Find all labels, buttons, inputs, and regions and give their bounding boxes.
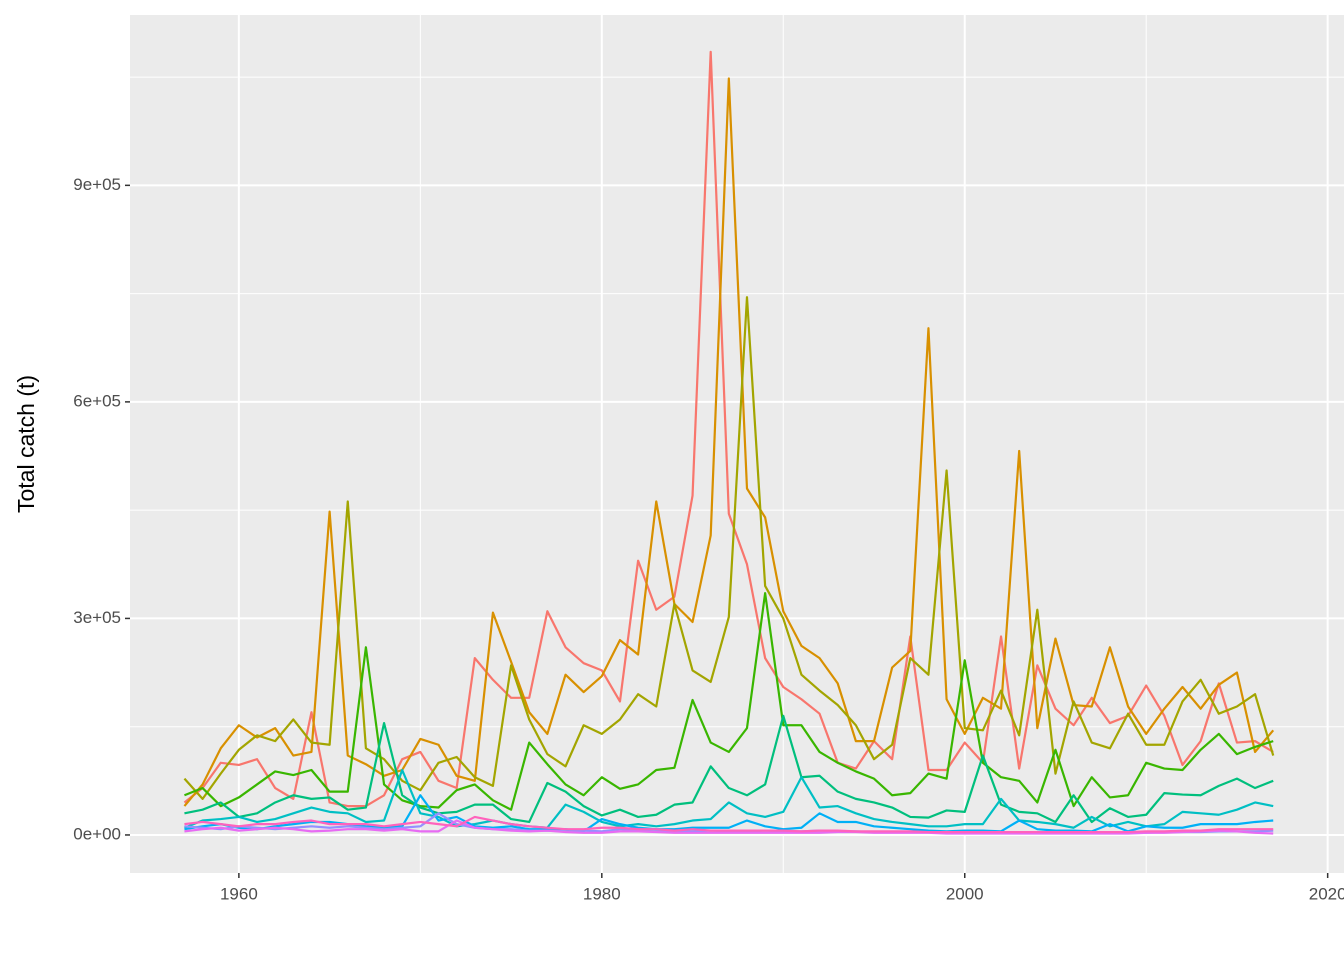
x-tick-label: 1980 xyxy=(583,884,621,903)
y-tick-label: 3e+05 xyxy=(73,608,121,627)
y-axis-title: Total catch (t) xyxy=(13,375,39,513)
x-tick-label: 2020 xyxy=(1309,884,1344,903)
x-tick-label: 1960 xyxy=(220,884,258,903)
axes: 0e+00 3e+05 6e+05 9e+05 1960 1980 2000 2020 xyxy=(73,175,1344,904)
y-tick-label: 9e+05 xyxy=(73,175,121,194)
y-tick-label: 6e+05 xyxy=(73,391,121,410)
series-line xyxy=(184,819,1274,835)
series-line xyxy=(184,768,1274,829)
series-line xyxy=(184,815,1274,834)
series-line xyxy=(183,296,1275,800)
series-line xyxy=(184,592,1274,811)
x-tick-label: 2000 xyxy=(946,884,984,903)
series-line xyxy=(183,77,1275,807)
y-tick-label: 0e+00 xyxy=(73,824,121,843)
panel xyxy=(130,15,1344,873)
grid xyxy=(130,15,1344,873)
lines xyxy=(183,50,1275,835)
series-line xyxy=(184,714,1274,824)
